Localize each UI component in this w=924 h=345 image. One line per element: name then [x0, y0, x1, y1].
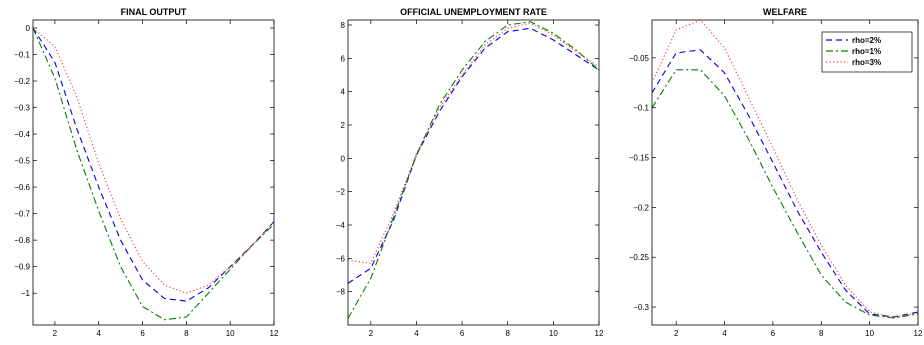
- y-tick-label: −8: [336, 288, 346, 297]
- chart-title: FINAL OUTPUT: [121, 7, 187, 17]
- series-line-rho=2%: [652, 49, 918, 318]
- x-tick-label: 12: [270, 329, 279, 338]
- y-tick-label: 0: [26, 24, 31, 33]
- axes-box: [32, 19, 275, 326]
- x-tick-label: 10: [549, 329, 558, 338]
- y-tick-label: −0.4: [14, 130, 30, 139]
- x-tick-label: 4: [414, 329, 419, 338]
- y-tick-label: −4: [336, 221, 346, 230]
- chart-panel-1: FINAL OUTPUT 2 4 6 8 10 12 −1 −0.9 −0.8 −0.7 −0.6 −0…: [14, 7, 279, 338]
- series-line-rho=3%: [652, 20, 918, 318]
- x-tick-label: 12: [595, 329, 604, 338]
- y-tick-label: −0.15: [629, 154, 650, 163]
- y-tick-label: 4: [341, 88, 346, 97]
- series-line-rho=3%: [33, 27, 274, 294]
- y-tick-label: −0.2: [633, 203, 649, 212]
- series-line-rho=3%: [348, 22, 599, 264]
- x-tick-label: 6: [460, 329, 465, 338]
- x-tick-label: 8: [819, 329, 824, 338]
- y-tick-label: −0.6: [14, 183, 30, 192]
- y-tick-label: 6: [341, 54, 346, 63]
- x-tick-label: 2: [674, 329, 679, 338]
- series-line-rho=1%: [652, 69, 918, 319]
- series-line-rho=2%: [33, 27, 274, 302]
- y-tick-label: −0.3: [633, 303, 649, 312]
- y-tick-label: 0: [341, 154, 346, 163]
- x-tick-label: 10: [865, 329, 874, 338]
- x-tick-label: 2: [369, 329, 374, 338]
- chart-panel-2: OFFICIAL UNEMPLOYMENT RATE 2 4 6 8 10 12 −8 −6 −4…: [336, 7, 604, 338]
- series-line-rho=1%: [348, 21, 599, 319]
- y-tick-label: −0.8: [14, 236, 30, 245]
- y-tick-label: −0.05: [629, 54, 650, 63]
- axes-box: [651, 19, 919, 326]
- chart-title: WELFARE: [763, 7, 807, 17]
- y-tick-label: −0.3: [14, 104, 30, 113]
- y-tick-label: 8: [341, 21, 346, 30]
- y-tick-label: −2: [336, 188, 346, 197]
- y-tick-label: −0.9: [14, 263, 30, 272]
- series-line-rho=1%: [33, 27, 274, 321]
- x-tick-label: 10: [226, 329, 235, 338]
- y-tick-label: −0.7: [14, 210, 30, 219]
- y-tick-label: −0.5: [14, 157, 30, 166]
- y-tick-label: −1: [21, 289, 31, 298]
- legend-box: [821, 31, 913, 73]
- chart-panel-3: WELFARE 2 4 6 8 10 12 −0.3 −0.25 −0.2 −0.15 −0.1 −0.…: [629, 7, 923, 338]
- series-line-rho=2%: [348, 27, 599, 284]
- y-tick-label: −0.2: [14, 77, 30, 86]
- x-tick-label: 12: [914, 329, 923, 338]
- x-tick-label: 2: [53, 329, 58, 338]
- y-tick-label: −0.1: [633, 104, 649, 113]
- y-tick-label: −0.25: [629, 253, 650, 262]
- y-tick-label: −0.1: [14, 50, 30, 59]
- x-tick-label: 6: [771, 329, 776, 338]
- x-tick-label: 4: [722, 329, 727, 338]
- y-tick-label: −6: [336, 254, 346, 263]
- legend-label: rho=2%: [852, 36, 881, 45]
- chart-title: OFFICIAL UNEMPLOYMENT RATE: [400, 7, 547, 17]
- x-tick-label: 4: [97, 329, 102, 338]
- axes-box: [347, 19, 600, 326]
- x-tick-label: 6: [140, 329, 145, 338]
- legend-label: rho=1%: [852, 47, 881, 56]
- y-tick-label: 2: [341, 121, 346, 130]
- x-tick-label: 8: [506, 329, 511, 338]
- legend-label: rho=3%: [852, 58, 881, 67]
- legend: rho=2% rho=1% rho=3%: [821, 31, 913, 73]
- x-tick-label: 8: [184, 329, 189, 338]
